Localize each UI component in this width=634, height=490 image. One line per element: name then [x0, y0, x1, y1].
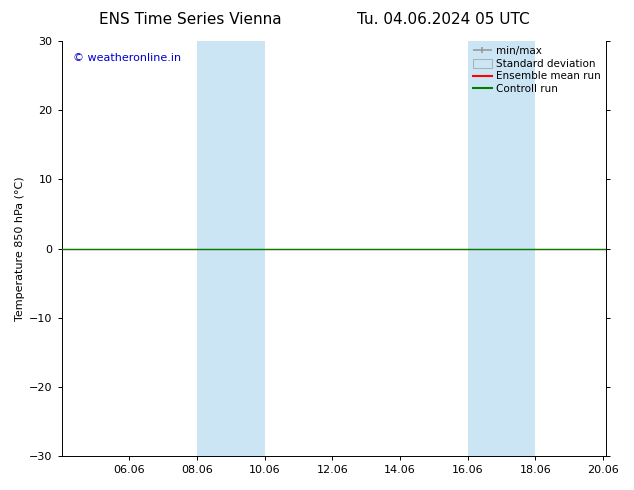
Text: ENS Time Series Vienna: ENS Time Series Vienna — [99, 12, 281, 27]
Bar — [467, 41, 535, 456]
Text: © weatheronline.in: © weatheronline.in — [72, 53, 181, 64]
Y-axis label: Temperature 850 hPa (°C): Temperature 850 hPa (°C) — [15, 176, 25, 321]
Bar — [197, 41, 264, 456]
Legend: min/max, Standard deviation, Ensemble mean run, Controll run: min/max, Standard deviation, Ensemble me… — [470, 44, 602, 96]
Text: Tu. 04.06.2024 05 UTC: Tu. 04.06.2024 05 UTC — [358, 12, 530, 27]
